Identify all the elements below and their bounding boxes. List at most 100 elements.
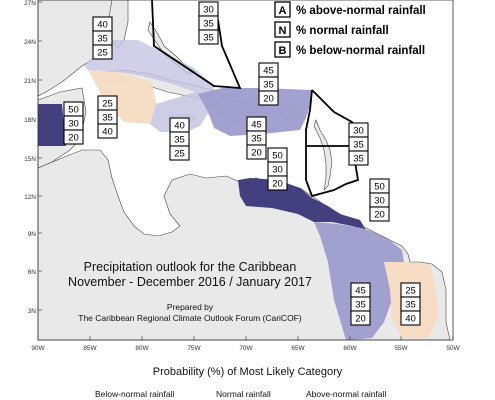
lon-label: 50W	[446, 345, 460, 352]
region-guianas	[314, 222, 404, 340]
key-item-below: B % below-normal rainfall	[274, 41, 425, 58]
prepared-by-text: Prepared by	[167, 302, 214, 312]
lat-label: 6N	[28, 269, 37, 276]
value-normal: 35	[355, 300, 366, 311]
value-normal: 30	[374, 196, 385, 207]
value-above: 25	[405, 286, 416, 297]
value-normal: 35	[353, 140, 364, 151]
land-lesser-antilles	[313, 119, 333, 191]
lon-label: 75W	[187, 345, 201, 352]
value-below: 20	[251, 148, 262, 159]
lat-label: 15N	[24, 156, 36, 163]
color-legend-title: Probability (%) of Most Likely Category	[152, 366, 343, 378]
value-box-barbados: 30 35 35	[348, 122, 369, 166]
value-normal: 35	[203, 19, 214, 30]
legend-below-normal: Below-normal rainfall	[95, 389, 175, 399]
value-below: 25	[174, 149, 185, 160]
value-cell	[348, 150, 369, 166]
lon-label: 85W	[83, 345, 97, 352]
region-cuba-jamaica	[88, 70, 156, 124]
key-text: % below-normal rainfall	[296, 45, 425, 57]
value-above: 40	[97, 20, 108, 31]
value-box-eastern-caribbean: 50 30 20	[267, 147, 288, 191]
value-above: 50	[272, 151, 283, 162]
graticule: 27N 24N 21N 18N 15N 12N 9N 6N 3N 90W 85W 80W 75W 70W 6…	[24, 0, 460, 352]
lat-label: 27N	[24, 0, 36, 7]
value-below: 25	[97, 48, 108, 59]
region-hispaniola	[198, 88, 312, 136]
value-above: 45	[251, 120, 262, 131]
value-box-puerto-rico: 45 35 20	[246, 116, 267, 160]
region-east-caribbean	[238, 178, 366, 230]
lat-label: 18N	[24, 117, 36, 124]
lat-label: 9N	[28, 231, 37, 238]
lat-label: 21N	[24, 78, 36, 85]
key-item-above: A % above-normal rainfall	[274, 1, 426, 18]
value-normal: 30	[68, 119, 79, 130]
value-cell	[258, 90, 279, 106]
value-above: 50	[68, 105, 79, 116]
value-normal: 35	[174, 135, 185, 146]
value-above: 30	[353, 126, 364, 137]
value-cell	[169, 145, 190, 161]
value-box-cuba-jamaica: 25 35 40	[97, 95, 118, 139]
probability-regions	[38, 40, 438, 340]
value-box-french-guiana: 25 35 40	[400, 282, 421, 326]
map-frame	[37, 0, 454, 341]
value-cell	[63, 129, 84, 145]
key-letter-box	[274, 41, 291, 58]
value-normal: 30	[272, 165, 283, 176]
value-cell	[246, 144, 267, 160]
value-normal: 35	[102, 113, 113, 124]
value-box-guianas: 45 35 20	[350, 282, 371, 326]
region-central-caribbean	[150, 92, 214, 132]
value-box-trinidad: 50 30 20	[369, 178, 390, 222]
category-key: A % above-normal rainfall N % normal rai…	[274, 1, 426, 58]
lon-label: 70W	[239, 345, 253, 352]
key-letter-box	[274, 1, 291, 18]
value-below: 35	[353, 154, 364, 165]
legend-normal: Normal rainfall	[216, 389, 271, 399]
key-text: % above-normal rainfall	[296, 5, 426, 17]
map-title-line2: November - December 2016 / January 2017	[68, 275, 312, 289]
value-box-bahamas-cuba-north: 40 35 25	[92, 16, 113, 60]
value-below: 20	[355, 314, 366, 325]
region-northern-bahamas	[84, 40, 214, 92]
value-below: 20	[263, 94, 274, 105]
lat-label: 3N	[28, 308, 37, 315]
value-below: 40	[102, 127, 113, 138]
value-normal: 35	[251, 134, 262, 145]
value-cell	[97, 123, 118, 139]
value-below: 35	[203, 33, 214, 44]
key-letter-box	[274, 21, 291, 38]
value-cell	[92, 44, 113, 60]
value-above: 45	[355, 286, 366, 297]
key-text: % normal rainfall	[296, 25, 389, 37]
value-box-belize-honduras: 50 30 20	[63, 101, 84, 145]
lon-label: 65W	[291, 345, 305, 352]
value-cell	[400, 310, 421, 326]
value-above: 50	[374, 182, 385, 193]
value-box-northern-islands: 30 35 35	[198, 1, 219, 45]
lon-label: 55W	[394, 345, 408, 352]
value-below: 40	[405, 314, 416, 325]
legend-above-normal: Above-normal rainfall	[306, 389, 387, 399]
value-below: 20	[68, 133, 79, 144]
value-cell	[267, 175, 288, 191]
value-above: 30	[203, 5, 214, 16]
map-title-line1: Precipitation outlook for the Caribbean	[84, 260, 297, 274]
key-item-normal: N % normal rainfall	[274, 21, 389, 38]
lon-label: 60W	[343, 345, 357, 352]
value-cell	[369, 206, 390, 222]
key-letter: N	[279, 25, 287, 37]
value-above: 45	[263, 66, 274, 77]
key-letter: B	[279, 45, 287, 57]
value-box-central-caribbean: 40 35 25	[169, 117, 190, 161]
lon-label: 90W	[31, 345, 45, 352]
value-normal: 35	[97, 34, 108, 45]
value-normal: 35	[405, 300, 416, 311]
forum-name: The Caribbean Regional Climate Outlook F…	[78, 313, 302, 323]
lat-label: 12N	[24, 194, 36, 201]
region-belize-honduras	[38, 104, 66, 146]
value-cell	[350, 310, 371, 326]
